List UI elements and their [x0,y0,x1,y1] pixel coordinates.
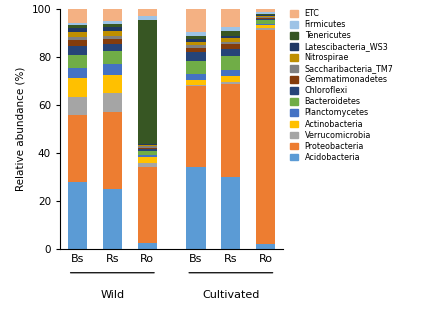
Bar [221,70,240,77]
Bar [103,64,122,75]
Bar [68,25,87,29]
Bar [103,24,122,27]
Bar [256,17,275,18]
Bar [68,115,87,182]
Bar [221,177,240,249]
Bar [138,146,157,147]
Bar [256,244,275,249]
Bar [138,151,157,155]
Bar [68,40,87,46]
Bar [138,147,157,149]
Bar [256,25,275,28]
Bar [103,44,122,51]
Bar [256,24,275,25]
Bar [187,45,205,48]
Bar [68,182,87,249]
Bar [221,56,240,70]
Bar [221,42,240,44]
Bar [221,44,240,49]
Bar [103,75,122,93]
Bar [187,53,205,61]
Bar [138,149,157,151]
Bar [221,31,240,36]
Bar [256,19,275,20]
Bar [103,9,122,21]
Bar [187,61,205,74]
Bar [138,155,157,157]
Bar [187,80,205,85]
Bar [256,16,275,17]
Bar [221,84,240,177]
Bar [187,167,205,249]
Text: Wild: Wild [100,290,124,299]
Bar [138,145,157,146]
Bar [256,12,275,14]
Bar [256,30,275,244]
Bar [187,39,205,42]
Bar [256,15,275,16]
Bar [68,32,87,37]
Bar [138,163,157,167]
Bar [68,46,87,55]
Bar [187,42,205,45]
Bar [103,21,122,24]
Text: Cultivated: Cultivated [202,290,260,299]
Bar [138,157,157,163]
Y-axis label: Relative abundance (%): Relative abundance (%) [16,67,26,191]
Bar [187,32,205,36]
Bar [103,51,122,64]
Bar [138,16,157,20]
Bar [187,86,205,167]
Bar [68,55,87,68]
Bar [256,14,275,15]
Bar [187,48,205,53]
Bar [68,9,87,22]
Bar [256,20,275,24]
Bar [138,167,157,243]
Bar [103,36,122,39]
Bar [221,36,240,38]
Bar [221,77,240,82]
Bar [103,27,122,31]
Bar [68,22,87,25]
Bar [256,28,275,30]
Bar [103,39,122,44]
Bar [103,31,122,36]
Bar [138,243,157,249]
Bar [103,112,122,189]
Bar [221,9,240,27]
Bar [103,189,122,249]
Bar [138,20,157,144]
Bar [138,144,157,145]
Bar [187,85,205,86]
Bar [256,18,275,19]
Bar [187,74,205,80]
Bar [68,97,87,115]
Bar [187,36,205,39]
Bar [256,9,275,12]
Bar [221,38,240,42]
Bar [68,29,87,32]
Bar [68,37,87,40]
Bar [68,68,87,77]
Bar [103,93,122,112]
Bar [68,77,87,97]
Bar [221,49,240,56]
Legend: ETC, Firmicutes, Tenericutes, Latescibacteria_WS3, Nitrospirae, Saccharibacteria: ETC, Firmicutes, Tenericutes, Latescibac… [290,9,394,162]
Bar [221,82,240,84]
Bar [221,27,240,31]
Bar [138,9,157,16]
Bar [187,9,205,32]
